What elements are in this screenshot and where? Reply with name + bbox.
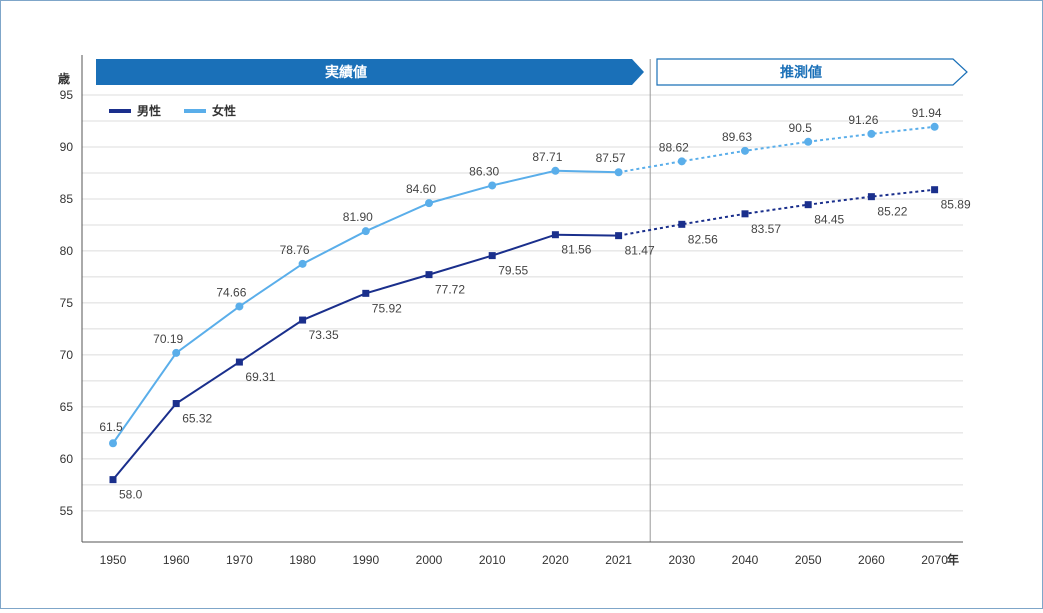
data-label: 70.19: [153, 332, 183, 346]
data-point: [362, 289, 370, 297]
data-point: [551, 231, 559, 239]
x-tick-label: 2010: [479, 553, 506, 567]
legend: 男性 女性: [109, 103, 236, 118]
series-layer: 58.0 65.32 69.31 73.35 75.92 77.72 79.55 81.56 8…: [99, 106, 971, 502]
x-tick-label: 2020: [542, 553, 569, 567]
data-point: [804, 137, 813, 146]
x-tick-label: 2070: [921, 553, 948, 567]
data-label: 88.62: [659, 140, 689, 154]
y-tick-label: 80: [60, 244, 74, 258]
data-label: 81.47: [625, 244, 655, 258]
legend-label-female: 女性: [212, 103, 236, 118]
data-label: 69.31: [245, 370, 275, 384]
data-label: 65.32: [182, 412, 212, 426]
data-point: [361, 227, 370, 236]
x-tick-label: 2030: [668, 553, 695, 567]
grid-lines: [82, 59, 963, 542]
x-tick-label: 2050: [795, 553, 822, 567]
x-tick-label: 1950: [100, 553, 127, 567]
data-point: [678, 220, 686, 228]
data-label: 78.76: [280, 243, 310, 257]
data-point: [931, 186, 939, 194]
x-tick-label: 1990: [352, 553, 379, 567]
period-banners: 実績値 推測値: [96, 58, 968, 86]
data-point: [235, 358, 243, 366]
y-axis-unit: 歳: [58, 71, 70, 86]
data-point: [425, 271, 433, 279]
data-point: [109, 476, 117, 484]
x-tick-label: 1970: [226, 553, 253, 567]
data-point: [741, 146, 749, 155]
data-point: [614, 168, 623, 177]
data-label: 89.63: [722, 130, 752, 144]
data-point: [235, 302, 244, 311]
projection-banner: [656, 58, 968, 86]
data-label: 84.60: [406, 182, 436, 196]
data-label: 84.45: [814, 213, 844, 227]
y-tick-label: 75: [60, 296, 74, 310]
data-label: 58.0: [119, 488, 143, 502]
data-point: [867, 193, 875, 201]
data-label: 91.94: [912, 106, 942, 120]
data-label: 79.55: [498, 264, 528, 278]
data-point: [488, 252, 496, 260]
data-point: [741, 210, 749, 218]
actual-banner-label: 実績値: [325, 64, 367, 80]
data-label: 73.35: [309, 328, 339, 342]
x-tick-label: 2000: [416, 553, 443, 567]
data-label: 86.30: [469, 164, 499, 178]
x-tick-label: 1980: [289, 553, 316, 567]
actual-banner: [96, 59, 644, 85]
series-line-actual: [112, 233, 619, 481]
data-label: 87.57: [596, 151, 626, 165]
x-axis-unit: 年: [947, 552, 959, 567]
y-tick-label: 90: [60, 140, 74, 154]
data-point: [930, 122, 939, 131]
y-tick-label: 85: [60, 192, 74, 206]
data-label: 61.5: [99, 420, 123, 434]
x-tick-label: 1960: [163, 553, 190, 567]
y-tick-label: 55: [60, 504, 74, 518]
data-point: [804, 201, 812, 209]
data-point: [677, 157, 686, 166]
data-label: 85.89: [941, 198, 971, 212]
data-label: 90.5: [789, 121, 813, 135]
data-point: [551, 166, 560, 175]
y-tick-label: 65: [60, 400, 74, 414]
data-point: [425, 199, 433, 208]
data-label: 83.57: [751, 222, 781, 236]
data-label: 91.26: [848, 113, 878, 127]
data-point: [488, 181, 497, 190]
data-point: [299, 316, 307, 324]
projection-banner-label: 推測値: [780, 64, 822, 80]
data-point: [172, 400, 180, 408]
data-label: 74.66: [216, 285, 246, 299]
data-label: 81.90: [343, 210, 373, 224]
x-tick-label: 2060: [858, 553, 885, 567]
data-point: [615, 232, 623, 240]
y-tick-label: 95: [60, 88, 74, 102]
data-label: 85.22: [877, 205, 907, 219]
data-label: 87.71: [532, 150, 562, 164]
y-tick-label: 70: [60, 348, 74, 362]
data-point: [172, 348, 181, 357]
series-line-projection: [618, 188, 935, 237]
y-tick-label: 60: [60, 452, 74, 466]
series-line-projection: [618, 125, 935, 174]
x-tick-label: 2021: [605, 553, 632, 567]
data-label: 77.72: [435, 283, 465, 297]
data-point: [298, 259, 307, 268]
data-label: 75.92: [372, 301, 402, 315]
data-point: [109, 439, 117, 448]
x-tick-label: 2040: [732, 553, 759, 567]
axes: 55 60 65 70 75 80 85 90 95 1950 1960 1970 1980 1990 20…: [60, 55, 963, 567]
legend-label-male: 男性: [137, 103, 161, 118]
data-point: [867, 129, 876, 138]
data-label: 82.56: [688, 232, 718, 246]
data-label: 81.56: [561, 243, 591, 257]
